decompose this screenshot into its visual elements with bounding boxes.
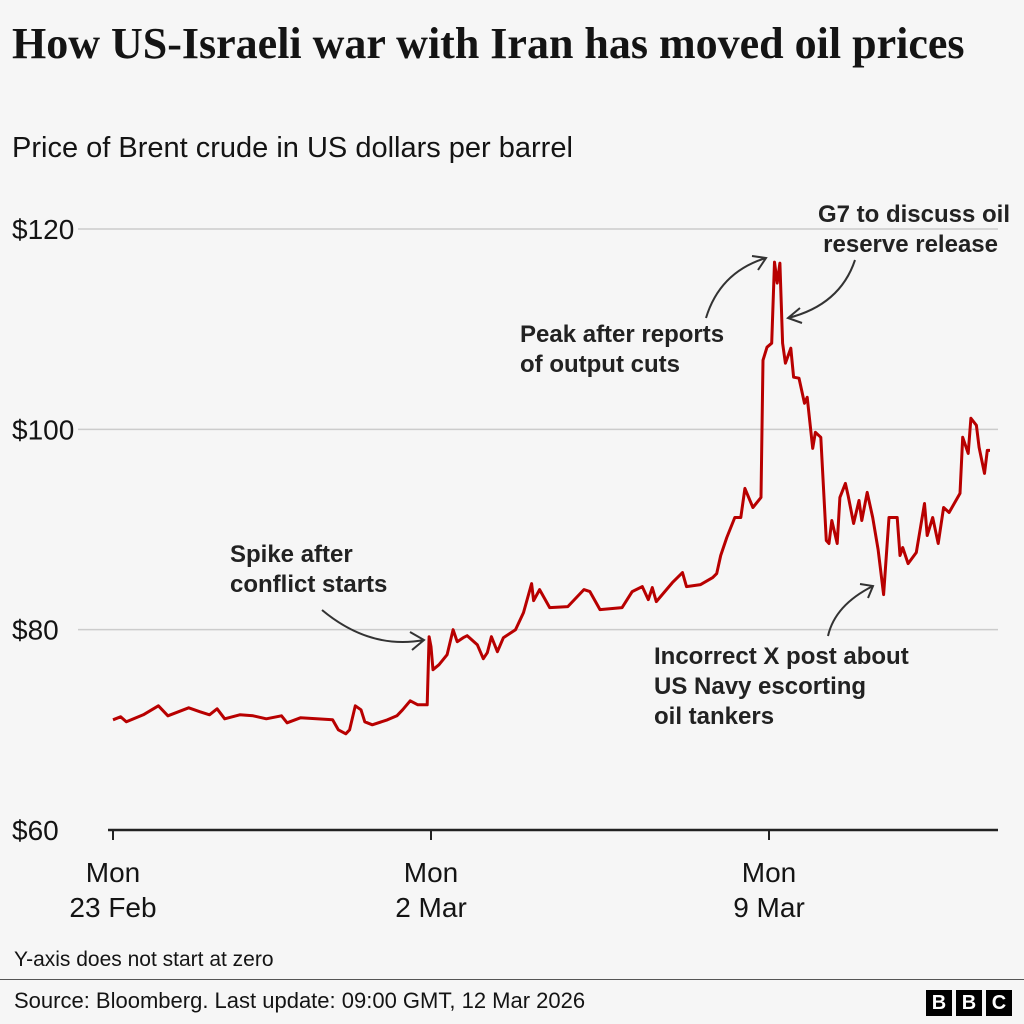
annotation-x-post: Incorrect X post about US Navy escorting o… bbox=[654, 643, 909, 730]
x-tick-label: 2 Mar bbox=[395, 892, 467, 923]
logo-letter: B bbox=[926, 990, 952, 1016]
footer-divider bbox=[0, 979, 1024, 980]
logo-letter: C bbox=[986, 990, 1012, 1016]
annotation-arrow-g7 bbox=[786, 259, 856, 324]
source-text: Source: Bloomberg. Last update: 09:00 GM… bbox=[14, 988, 586, 1013]
annotation-arrow-spike bbox=[321, 609, 426, 651]
y-tick-label: $60 bbox=[12, 815, 59, 846]
annotation-arrow-peak bbox=[705, 255, 768, 319]
annotation-peak: Peak after reports of output cuts bbox=[520, 321, 724, 378]
chart-subtitle: Price of Brent crude in US dollars per b… bbox=[12, 132, 573, 164]
x-tick-label: 9 Mar bbox=[733, 892, 805, 923]
annotations: Spike after conflict starts Peak after re… bbox=[230, 201, 1010, 730]
x-tick-label: Mon bbox=[404, 857, 458, 888]
x-tick-label: Mon bbox=[742, 857, 796, 888]
logo-letter: B bbox=[956, 990, 982, 1016]
axis-note: Y-axis does not start at zero bbox=[14, 948, 274, 971]
chart-title: How US-Israeli war with Iran has moved o… bbox=[12, 19, 965, 68]
x-tick-label: 23 Feb bbox=[69, 892, 156, 923]
y-tick-label: $80 bbox=[12, 615, 59, 646]
annotation-arrow-x-post bbox=[827, 583, 875, 637]
y-tick-label: $100 bbox=[12, 414, 74, 445]
price-line bbox=[112, 260, 990, 736]
y-tick-label: $120 bbox=[12, 214, 74, 245]
x-tick-label: Mon bbox=[86, 857, 140, 888]
annotation-spike: Spike after conflict starts bbox=[230, 541, 387, 598]
annotation-g7: G7 to discuss oil reserve release bbox=[818, 201, 1010, 258]
